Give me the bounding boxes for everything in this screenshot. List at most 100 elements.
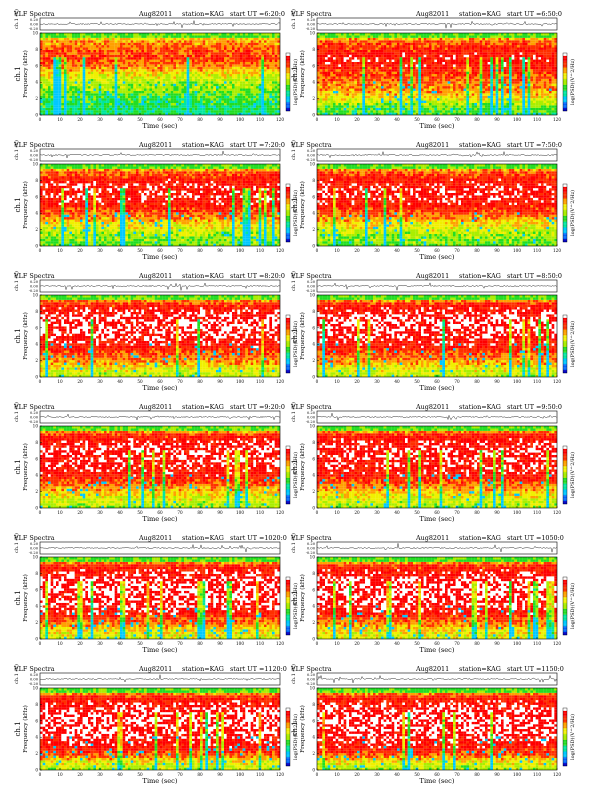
spectrogram-cell — [256, 76, 259, 78]
spectrogram-cell — [51, 93, 54, 95]
spectrogram-cell — [259, 43, 262, 45]
spectrogram-cell — [205, 74, 208, 76]
spectrogram-cell — [197, 62, 200, 64]
spectrogram-cell — [120, 72, 123, 74]
spectrogram-cell — [152, 79, 155, 81]
spectrogram-cell — [149, 79, 152, 81]
spectrogram-cell — [533, 81, 536, 83]
spectrogram-cell — [211, 43, 214, 45]
spectrogram-cell — [128, 62, 131, 64]
spectrogram-cell — [251, 81, 254, 83]
spectrogram-cell — [53, 52, 56, 54]
spectrogram-cell — [418, 81, 421, 83]
spectrogram-cell — [192, 93, 195, 95]
y-tick-label: 6 — [35, 63, 38, 68]
spectrogram-cell — [120, 38, 123, 40]
spectrogram-cell — [51, 35, 54, 37]
spectrogram-cell — [546, 88, 549, 90]
spectrogram-cell — [493, 110, 496, 112]
spectrogram-cell — [389, 64, 392, 66]
spectrogram-cell — [123, 62, 126, 64]
spectrogram-cell — [53, 101, 56, 103]
spectrogram-cell — [91, 105, 94, 107]
spectrogram-cell — [171, 76, 174, 78]
spectrogram-cell — [195, 47, 198, 49]
panel-title-start-time: start UT =6:20:0 — [230, 10, 285, 18]
spectrogram-cell — [259, 81, 262, 83]
spectrogram-cell — [131, 67, 134, 69]
spectrogram-cell — [408, 108, 411, 110]
spectrogram-cell — [80, 96, 83, 98]
spectrogram-cell — [386, 105, 389, 107]
spectrogram-cell — [160, 93, 163, 95]
spectrogram-cell — [45, 45, 48, 47]
spectrogram-cell — [240, 52, 243, 54]
spectrogram-cell — [149, 69, 152, 71]
spectrogram-cell — [248, 81, 251, 83]
spectrogram-cell — [160, 52, 163, 54]
spectrogram-cell — [450, 81, 453, 83]
spectrogram-cell — [349, 76, 352, 78]
spectrogram-cell — [184, 79, 187, 81]
spectrogram-cell — [216, 50, 219, 52]
spectrogram-cell — [53, 38, 56, 40]
spectrogram-cell — [445, 79, 448, 81]
spectrogram-cell — [123, 79, 126, 81]
spectrogram-cell — [155, 93, 158, 95]
spectrogram-cell — [213, 40, 216, 42]
spectrogram-cell — [104, 35, 107, 37]
spectrogram-cell — [157, 98, 160, 100]
spectrogram-cell — [448, 113, 451, 115]
spectrogram-cell — [546, 84, 549, 86]
spectrogram-cell — [157, 33, 160, 35]
spectrogram-cell — [213, 74, 216, 76]
spectrogram-cell — [45, 81, 48, 83]
spectrogram-cell — [405, 74, 408, 76]
spectrogram-cell — [133, 81, 136, 83]
spectrogram-cell — [243, 60, 246, 62]
spectrogram-cell — [277, 60, 280, 62]
spectrogram-cell — [466, 72, 469, 74]
spectrogram-cell — [232, 43, 235, 45]
spectrogram-cell — [181, 57, 184, 59]
spectrogram-cell — [83, 110, 86, 112]
spectrogram-cell — [269, 47, 272, 49]
spectrogram-cell — [362, 113, 365, 115]
spectrogram-cell — [51, 60, 54, 62]
spectrogram-cell — [107, 57, 110, 59]
spectrogram-cell — [125, 67, 128, 69]
spectrogram-cell — [248, 72, 251, 74]
spectrogram-cell — [221, 74, 224, 76]
spectrogram-cell — [354, 79, 357, 81]
spectrogram-cell — [152, 64, 155, 66]
spectrogram-cell — [43, 108, 46, 110]
spectrogram-cell — [147, 50, 150, 52]
spectrogram-cell — [437, 105, 440, 107]
spectrogram-cell — [434, 101, 437, 103]
spectrogram-cell — [133, 86, 136, 88]
spectrogram-cell — [195, 67, 198, 69]
spectrogram-cell — [520, 79, 523, 81]
spectrogram-cell — [522, 79, 525, 81]
spectrogram-cell — [117, 47, 120, 49]
spectrogram-cell — [243, 62, 246, 64]
spectrogram-cell — [437, 84, 440, 86]
spectrogram-cell — [429, 81, 432, 83]
spectrogram-cell — [171, 50, 174, 52]
spectrogram-cell — [192, 50, 195, 52]
spectrogram-cell — [376, 86, 379, 88]
spectrogram-cell — [448, 81, 451, 83]
spectrogram-cell — [147, 76, 150, 78]
spectrogram-cell — [48, 101, 51, 103]
spectrogram-cell — [458, 86, 461, 88]
spectrogram-cell — [208, 35, 211, 37]
spectrogram-cell — [267, 101, 270, 103]
spectrogram-cell — [160, 101, 163, 103]
spectrogram-cell — [235, 110, 238, 112]
spectrogram-cell — [496, 74, 499, 76]
spectrogram-cell — [83, 101, 86, 103]
spectrogram-cell — [376, 76, 379, 78]
spectrogram-cell — [461, 105, 464, 107]
spectrogram-cell — [144, 69, 147, 71]
spectrogram-cell — [248, 74, 251, 76]
